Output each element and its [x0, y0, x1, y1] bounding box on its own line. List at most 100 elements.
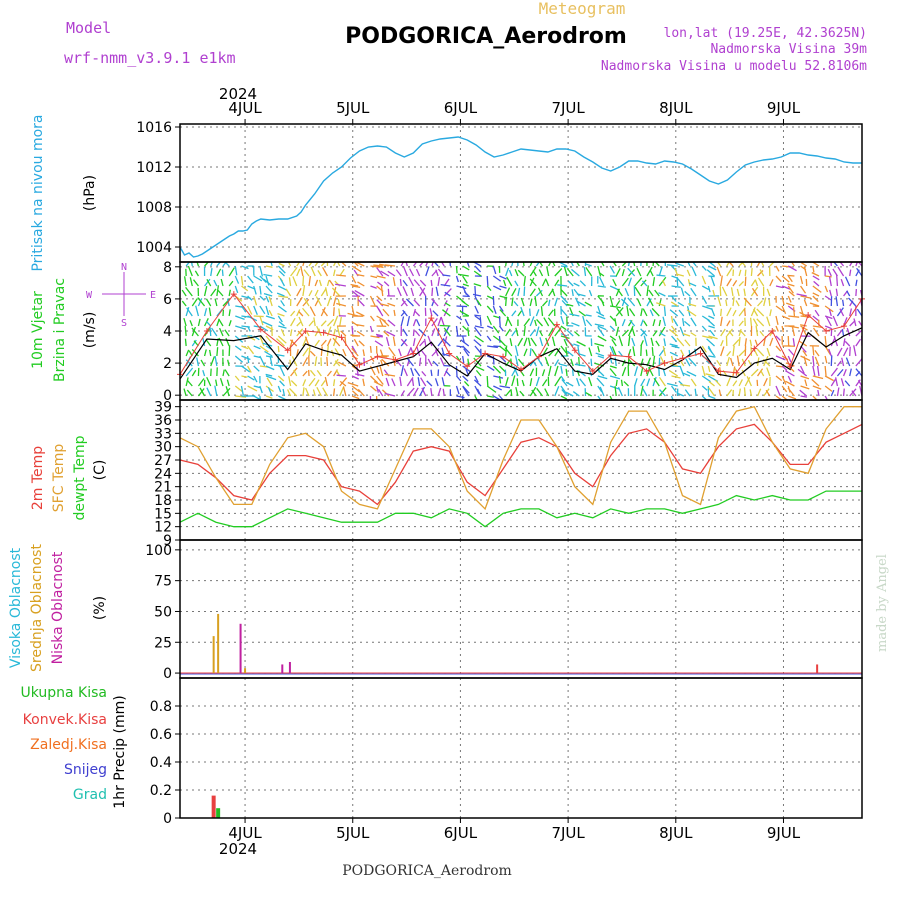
wind-arrow: [206, 376, 212, 387]
wind-arrow: [614, 386, 617, 397]
wind-arrow: [853, 345, 857, 357]
wind-arrow: [760, 262, 765, 267]
wind-arrow: [253, 315, 264, 318]
wind-arrow: [214, 298, 218, 307]
wind-arrow: [684, 320, 691, 327]
wind-arrow: [455, 365, 458, 377]
y-tick-label: 50: [154, 604, 172, 620]
wind-arrow: [241, 345, 249, 350]
wind-arrow: [769, 309, 772, 317]
wind-arrow: [473, 379, 482, 387]
precip-ylabel-snow: Snijeg: [64, 762, 107, 778]
wind-arrow: [756, 262, 761, 267]
wind-arrow: [658, 376, 666, 387]
wind-arrow: [197, 318, 201, 327]
wind-arrow: [486, 285, 492, 292]
y-tick-label: 0: [163, 811, 172, 827]
wind-arrow: [505, 389, 512, 397]
wind-arrow: [290, 317, 296, 327]
wind-arrow: [781, 275, 790, 283]
wind-arrow: [277, 335, 287, 344]
cloud-bar: [239, 623, 242, 674]
wind-arrow: [442, 274, 451, 277]
wind-arrow: [529, 329, 536, 337]
wind-arrow: [804, 379, 808, 387]
wind-arrow: [594, 323, 605, 327]
wind-arrow: [609, 375, 621, 380]
wind-arrow: [511, 297, 514, 307]
y-tick-label: 9: [163, 533, 172, 549]
gust-marker: [715, 368, 722, 375]
wind-arrow: [384, 373, 396, 377]
wind-arrow: [738, 280, 745, 287]
wind-arrow: [588, 289, 593, 297]
wind-arrow: [383, 281, 390, 287]
wind-arrow: [503, 279, 507, 287]
wind-arrow: [846, 290, 851, 297]
wind-arrow: [277, 265, 286, 274]
wind-arrow: [194, 270, 199, 277]
wind-arrow: [535, 262, 541, 267]
wind-arrow: [627, 262, 630, 267]
wind-arrow: [253, 285, 257, 295]
wind-arrow: [716, 359, 722, 367]
wind-arrow-field: [180, 262, 862, 400]
wind-arrow: [443, 288, 452, 297]
wind-arrow: [427, 358, 433, 367]
wind-arrow: [437, 277, 441, 287]
wind-arrow: [387, 288, 390, 297]
wind-arrow: [828, 308, 832, 317]
wind-arrow: [277, 375, 285, 382]
wind-arrow: [812, 292, 820, 297]
wind-arrow: [305, 387, 310, 397]
wind-arrow: [303, 269, 310, 277]
wind-arrow: [444, 291, 451, 297]
wind-arrow: [492, 265, 497, 275]
wind-arrow: [796, 293, 807, 297]
wind-arrow: [596, 377, 605, 387]
wind-arrow: [720, 340, 724, 347]
wind-arrow: [384, 264, 396, 267]
plot-area: 1004100810121016024689121518212427303336…: [136, 99, 865, 842]
wind-arrow: [514, 269, 519, 277]
wind-arrow: [666, 264, 678, 267]
wind-arrow: [259, 385, 263, 394]
wind-arrow: [332, 307, 335, 317]
wind-arrow: [824, 365, 827, 376]
wind-arrow: [609, 395, 613, 400]
wind-arrow: [766, 347, 771, 357]
wind-arrow: [185, 367, 194, 377]
wind-arrow: [473, 357, 482, 367]
wind-arrow: [356, 262, 365, 267]
wind-arrow: [381, 318, 390, 327]
wind-arrow: [811, 272, 820, 277]
wind-arrow: [235, 315, 245, 320]
wind-arrow: [431, 328, 436, 337]
wind-arrow: [701, 285, 710, 291]
wind-arrow: [222, 387, 231, 397]
wind-arrow: [332, 337, 341, 347]
wind-arrow: [536, 387, 544, 397]
wind-arrow: [787, 375, 793, 383]
wind-arrow: [270, 262, 273, 267]
wind-arrow: [791, 327, 796, 337]
wind-arrow: [646, 285, 649, 297]
y-tick-label: 30: [154, 440, 172, 456]
wind-arrow: [692, 262, 697, 267]
wind-arrow: [645, 349, 648, 357]
wind-arrow: [240, 275, 244, 286]
wind-arrow: [597, 326, 605, 337]
wind-arrow: [856, 308, 862, 317]
wind-arrow: [640, 378, 646, 387]
y-tick-label: 24: [154, 466, 172, 482]
wind-arrow: [756, 388, 762, 397]
wind-arrow: [675, 262, 685, 267]
wind-arrow: [663, 306, 667, 317]
wind-arrow: [642, 308, 648, 317]
wind-arrow: [498, 305, 504, 312]
wind-arrow: [265, 295, 270, 303]
wind-arrow: [844, 340, 851, 347]
wind-arrow: [463, 380, 470, 387]
wind-arrow: [554, 376, 562, 387]
wind-arrow: [506, 276, 513, 287]
